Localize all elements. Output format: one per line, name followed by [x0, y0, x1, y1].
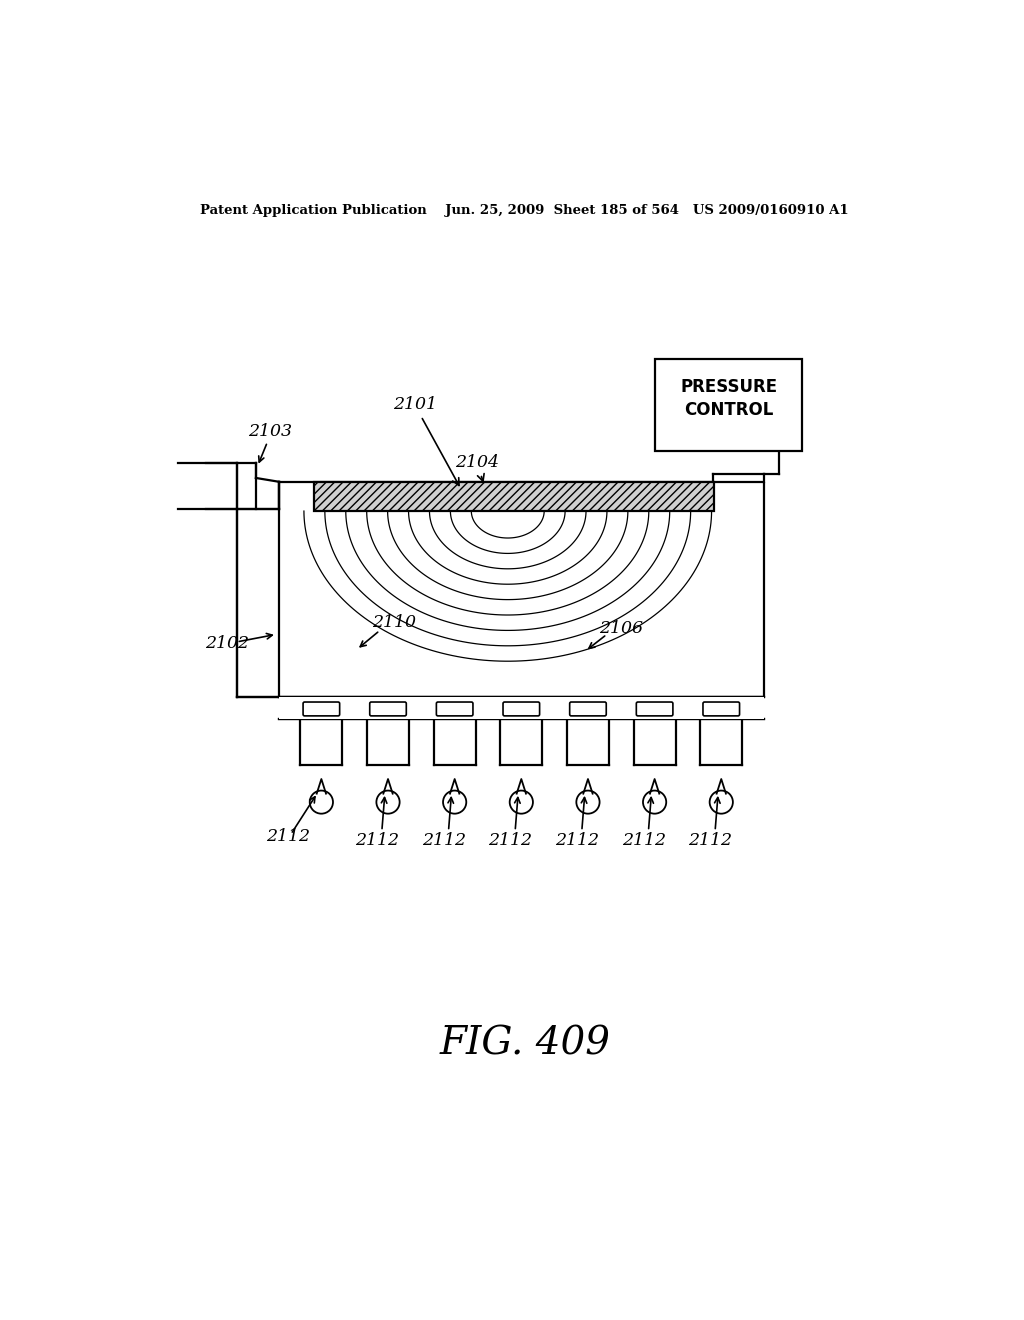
FancyBboxPatch shape	[503, 702, 540, 715]
Text: Patent Application Publication    Jun. 25, 2009  Sheet 185 of 564   US 2009/0160: Patent Application Publication Jun. 25, …	[201, 205, 849, 218]
Text: 2112: 2112	[266, 828, 310, 845]
Text: 2112: 2112	[422, 832, 466, 849]
Text: 2102: 2102	[206, 635, 250, 652]
FancyBboxPatch shape	[370, 702, 407, 715]
Text: 2104: 2104	[455, 454, 499, 482]
Text: 2103: 2103	[248, 424, 292, 441]
FancyBboxPatch shape	[702, 702, 739, 715]
Text: 2112: 2112	[488, 832, 532, 849]
Text: 2106: 2106	[599, 619, 643, 636]
Text: 2112: 2112	[688, 832, 732, 849]
Text: 2112: 2112	[555, 832, 599, 849]
Bar	[314, 482, 714, 511]
FancyBboxPatch shape	[303, 702, 340, 715]
FancyBboxPatch shape	[636, 702, 673, 715]
FancyBboxPatch shape	[569, 702, 606, 715]
Text: 2101: 2101	[393, 396, 459, 486]
Text: 2112: 2112	[622, 832, 666, 849]
Text: 2112: 2112	[355, 832, 399, 849]
Bar	[280, 697, 764, 719]
Text: PRESSURE
CONTROL: PRESSURE CONTROL	[680, 378, 777, 420]
FancyBboxPatch shape	[436, 702, 473, 715]
Text: 2110: 2110	[372, 614, 416, 631]
Bar	[655, 359, 802, 451]
Text: FIG. 409: FIG. 409	[439, 1026, 610, 1063]
